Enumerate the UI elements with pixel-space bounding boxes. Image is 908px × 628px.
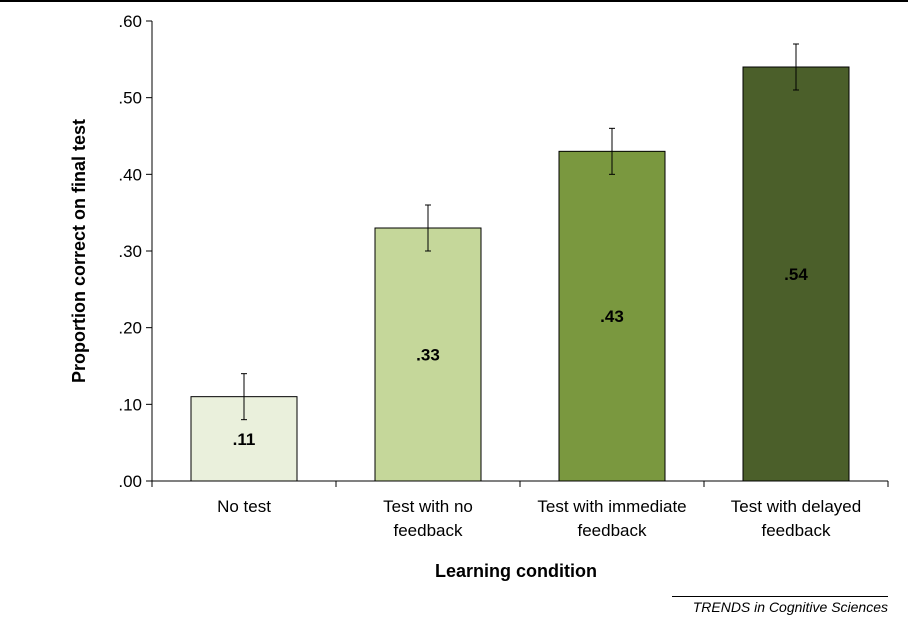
x-tick-label: Test with immediate [537,497,686,516]
x-tick-label: feedback [394,521,463,540]
x-tick-label: feedback [762,521,831,540]
bars [190,66,850,482]
y-tick-label: .60 [118,12,142,31]
y-tick-label: .00 [118,472,142,491]
bar [374,227,482,482]
x-tick-label: No test [217,497,271,516]
x-axis-title: Learning condition [435,561,597,581]
x-tick-label: Test with delayed [731,497,861,516]
y-tick-label: .50 [118,89,142,108]
labels: .00 .10 .20 .30 .40 .50 .60 .11 No test .33 Test w… [118,12,861,540]
y-tick-label: .40 [118,165,142,184]
y-tick-label: .30 [118,242,142,261]
y-tick-label: .10 [118,395,142,414]
bar [558,150,666,482]
error-bars [241,43,799,421]
bar-value-label: .33 [416,346,440,365]
x-tick-label: feedback [578,521,647,540]
source-note: TRENDS in Cognitive Sciences [672,596,888,615]
bar-value-label: .11 [233,430,256,449]
bar-value-label: .54 [784,265,808,284]
y-tick-label: .20 [118,319,142,338]
top-rule [0,0,908,2]
y-axis-title: Proportion correct on final test [69,119,89,383]
bar-value-label: .43 [600,307,624,326]
x-tick-label: Test with no [383,497,473,516]
bar [742,66,850,482]
